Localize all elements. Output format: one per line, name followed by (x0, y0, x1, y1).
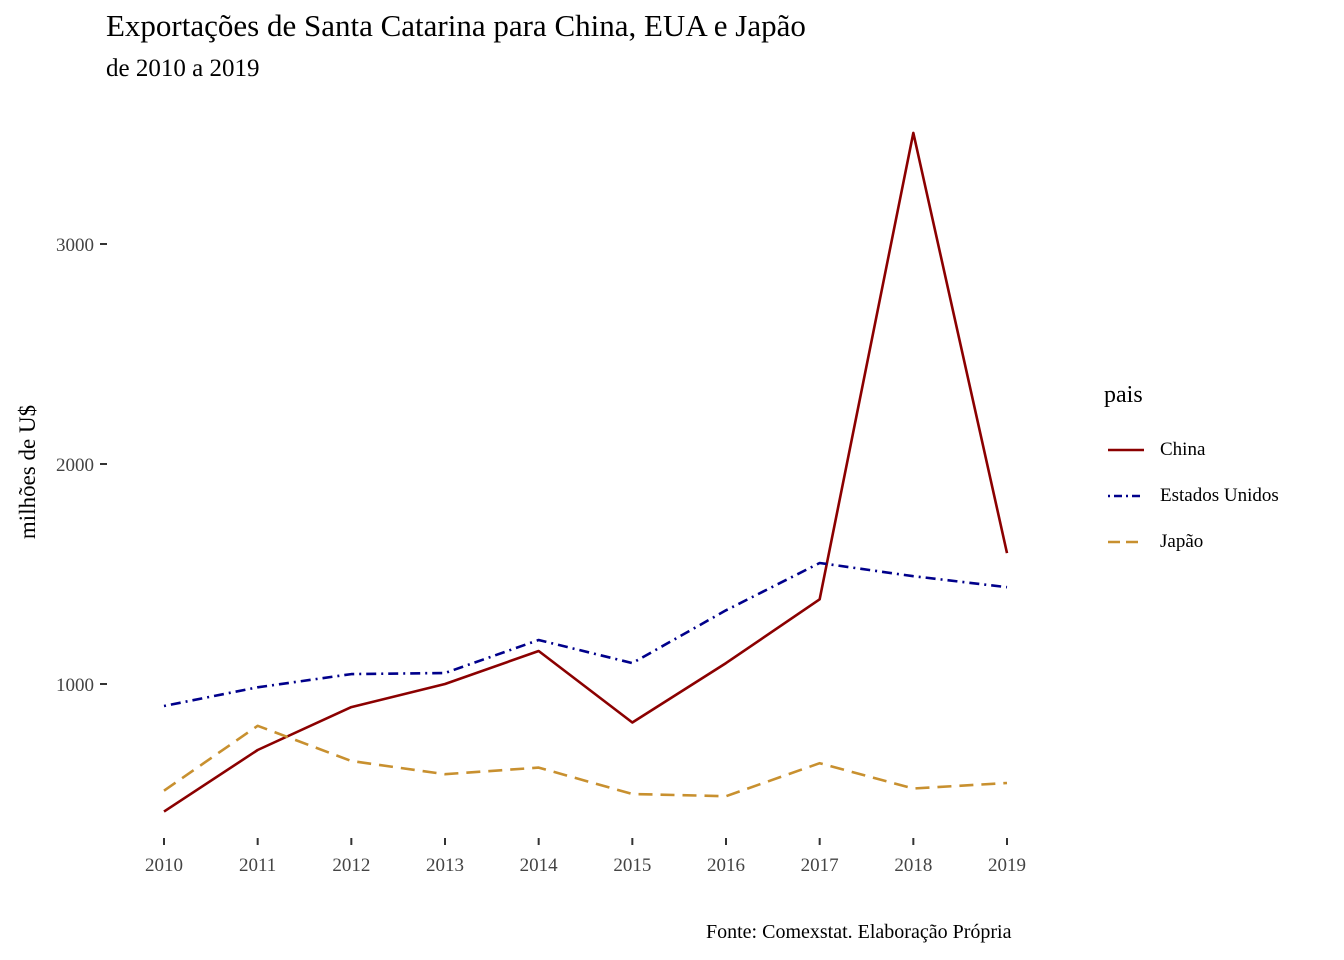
y-tick-label: 1000 (56, 675, 94, 696)
x-tick-label: 2013 (426, 855, 464, 876)
legend-key-china (1108, 448, 1144, 452)
x-tick-label: 2015 (613, 855, 651, 876)
chart-title: Exportações de Santa Catarina para China… (106, 8, 806, 43)
legend-label: China (1160, 439, 1206, 460)
legend-item-japao: Japão (1104, 519, 1279, 565)
legend-title: pais (1104, 382, 1143, 408)
legend: pais China Estados Unidos Japão (1104, 382, 1279, 565)
series-line-japao (163, 724, 1008, 798)
legend-label: Japão (1160, 531, 1204, 552)
legend-key-japao (1108, 540, 1144, 544)
legend-item-estados-unidos: Estados Unidos (1104, 473, 1279, 519)
x-tick-label: 2018 (894, 855, 932, 876)
legend-key-estados-unidos (1108, 494, 1144, 498)
chart-caption: Fonte: Comexstat. Elaboração Própria (706, 921, 1012, 943)
x-tick-label: 2012 (332, 855, 370, 876)
x-tick-label: 2011 (239, 855, 276, 876)
x-tick-label: 2017 (801, 855, 839, 876)
chart-subtitle: de 2010 a 2019 (106, 55, 260, 82)
y-tick-label: 3000 (56, 235, 94, 256)
legend-label: Estados Unidos (1160, 485, 1279, 506)
legend-item-china: China (1104, 427, 1279, 473)
series-line-china (163, 131, 1009, 813)
x-tick-label: 2019 (988, 855, 1026, 876)
y-tick-label: 2000 (56, 455, 94, 476)
x-tick-label: 2014 (520, 855, 559, 876)
series-line-estados-unidos (163, 561, 1008, 708)
x-tick-label: 2010 (145, 855, 183, 876)
x-tick-label: 2016 (707, 855, 745, 876)
